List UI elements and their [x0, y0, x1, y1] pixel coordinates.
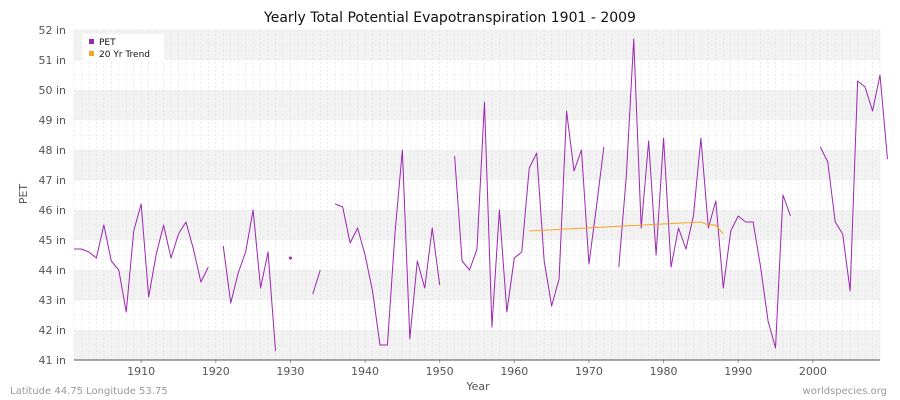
legend-label-trend: 20 Yr Trend — [99, 50, 150, 60]
x-axis: 1910 1920 1930 1940 1950 1960 1970 1980 1990 2000 — [74, 359, 880, 378]
x-tick-label: 1950 — [426, 365, 454, 378]
y-tick-label: 46 in — [38, 204, 66, 217]
x-tick-label: 1980 — [650, 365, 678, 378]
grid-lines — [73, 29, 881, 361]
x-tick-label: 1970 — [575, 365, 603, 378]
legend-swatch-pet — [89, 39, 94, 44]
y-axis: 41 in 42 in 43 in 44 in 45 in 46 in 47 in 48 in… — [38, 24, 66, 367]
y-tick-label: 49 in — [38, 114, 66, 127]
y-tick-label: 52 in — [38, 24, 66, 37]
series-group — [74, 38, 888, 352]
series-line — [618, 38, 791, 349]
series-line — [819, 74, 888, 292]
x-tick-label: 1940 — [351, 365, 379, 378]
x-tick-label: 1920 — [202, 365, 230, 378]
y-axis-title: PET — [17, 184, 30, 205]
series-pet — [74, 38, 888, 352]
x-tick-label: 1990 — [724, 365, 752, 378]
y-tick-label: 47 in — [38, 174, 66, 187]
series-line — [222, 209, 276, 352]
y-tick-label: 51 in — [38, 54, 66, 67]
data-point — [288, 256, 292, 260]
legend-label-pet: PET — [99, 38, 116, 48]
x-axis-title: Year — [465, 380, 490, 393]
series-line — [529, 221, 724, 235]
x-tick-label: 2000 — [799, 365, 827, 378]
x-tick-label: 1910 — [127, 365, 155, 378]
y-tick-label: 41 in — [38, 354, 66, 367]
series-line — [312, 269, 321, 295]
footer-coordinates: Latitude 44.75 Longitude 53.75 — [10, 386, 168, 397]
y-tick-label: 50 in — [38, 84, 66, 97]
y-tick-label: 44 in — [38, 264, 66, 277]
legend-swatch-trend — [89, 51, 94, 56]
legend-box — [82, 34, 164, 62]
y-tick-label: 42 in — [38, 324, 66, 337]
footer-source: worldspecies.org — [803, 386, 887, 397]
series-line — [74, 203, 209, 313]
chart-title: Yearly Total Potential Evapotranspiratio… — [263, 10, 636, 26]
series-trend — [529, 221, 724, 235]
series-line — [335, 149, 441, 346]
series-line — [454, 101, 605, 328]
y-tick-label: 45 in — [38, 234, 66, 247]
x-tick-label: 1930 — [276, 365, 304, 378]
x-tick-label: 1960 — [500, 365, 528, 378]
y-tick-label: 43 in — [38, 294, 66, 307]
y-tick-label: 48 in — [38, 144, 66, 157]
legend: PET 20 Yr Trend — [82, 34, 164, 62]
